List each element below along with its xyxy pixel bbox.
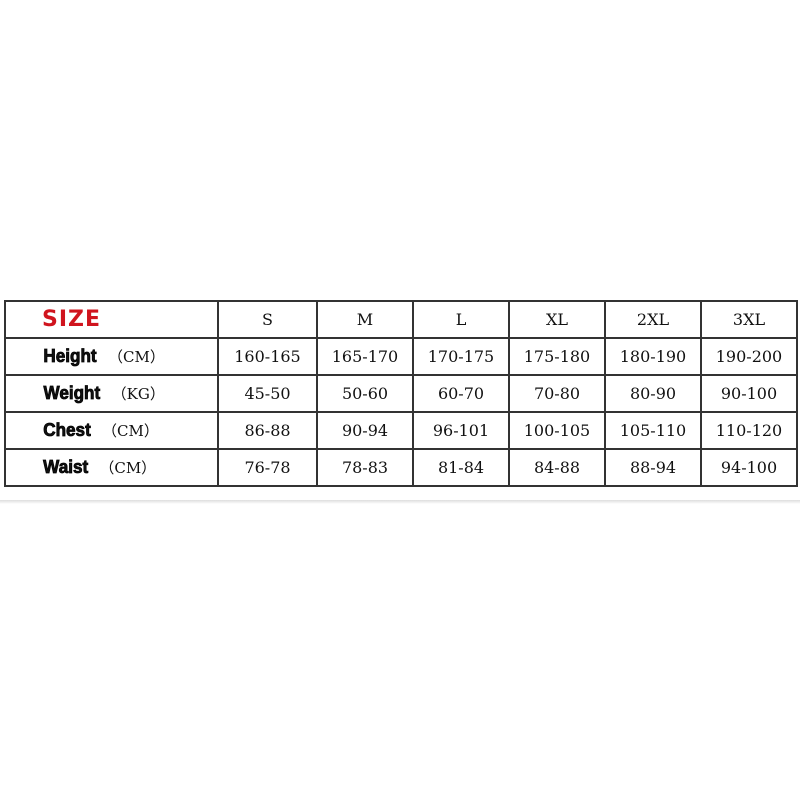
value-cell: 60-70: [412, 374, 510, 413]
value-cell: 96-101: [412, 411, 510, 450]
measure-name: Weight: [43, 383, 101, 404]
value-cell: 88-94: [604, 448, 702, 487]
size-column-header: 2XL: [604, 300, 702, 339]
measure-label-cell: Height （CM）: [4, 337, 219, 376]
measure-unit: （CM）: [99, 459, 157, 477]
value-cell: 180-190: [604, 337, 702, 376]
value-cell: 70-80: [508, 374, 606, 413]
size-header-cell: SIZE: [4, 300, 219, 339]
value-cell: 86-88: [217, 411, 318, 450]
measure-name: Waist: [43, 457, 89, 478]
value-cell: 50-60: [316, 374, 414, 413]
value-cell: 175-180: [508, 337, 606, 376]
measure-label-cell: Chest （CM）: [4, 411, 219, 450]
size-chart-table: SIZE S M L XL 2XL 3XL Height （CM） 160-165 1…: [4, 300, 798, 487]
value-cell: 190-200: [700, 337, 798, 376]
value-cell: 100-105: [508, 411, 606, 450]
measure-unit: （CM）: [102, 422, 159, 440]
size-column-header: XL: [508, 300, 606, 339]
measure-name: Height: [43, 346, 97, 367]
value-cell: 78-83: [316, 448, 414, 487]
measure-unit: （CM）: [108, 348, 165, 366]
measure-name: Chest: [43, 420, 91, 441]
size-column-header: L: [412, 300, 510, 339]
value-cell: 160-165: [217, 337, 318, 376]
table-shadow: [0, 500, 800, 504]
value-cell: 110-120: [700, 411, 798, 450]
table-row: Waist （CM） 76-78 78-83 81-84 84-88 88-94 94-100: [4, 448, 798, 487]
size-header-label: SIZE: [42, 307, 102, 332]
value-cell: 165-170: [316, 337, 414, 376]
value-cell: 170-175: [412, 337, 510, 376]
value-cell: 45-50: [217, 374, 318, 413]
value-cell: 94-100: [700, 448, 798, 487]
value-cell: 84-88: [508, 448, 606, 487]
size-column-header: M: [316, 300, 414, 339]
size-column-header: 3XL: [700, 300, 798, 339]
table-row: Chest （CM） 86-88 90-94 96-101 100-105 105-110 1…: [4, 411, 798, 450]
value-cell: 81-84: [412, 448, 510, 487]
value-cell: 90-100: [700, 374, 798, 413]
measure-unit: （KG）: [111, 385, 165, 403]
measure-label-cell: Waist （CM）: [4, 448, 219, 487]
value-cell: 80-90: [604, 374, 702, 413]
table-row: Height （CM） 160-165 165-170 170-175 175-180 18…: [4, 337, 798, 376]
value-cell: 76-78: [217, 448, 318, 487]
measure-label-cell: Weight （KG）: [4, 374, 219, 413]
value-cell: 90-94: [316, 411, 414, 450]
value-cell: 105-110: [604, 411, 702, 450]
header-row: SIZE S M L XL 2XL 3XL: [4, 300, 798, 339]
table-row: Weight （KG） 45-50 50-60 60-70 70-80 80-90 90-10…: [4, 374, 798, 413]
size-column-header: S: [217, 300, 318, 339]
